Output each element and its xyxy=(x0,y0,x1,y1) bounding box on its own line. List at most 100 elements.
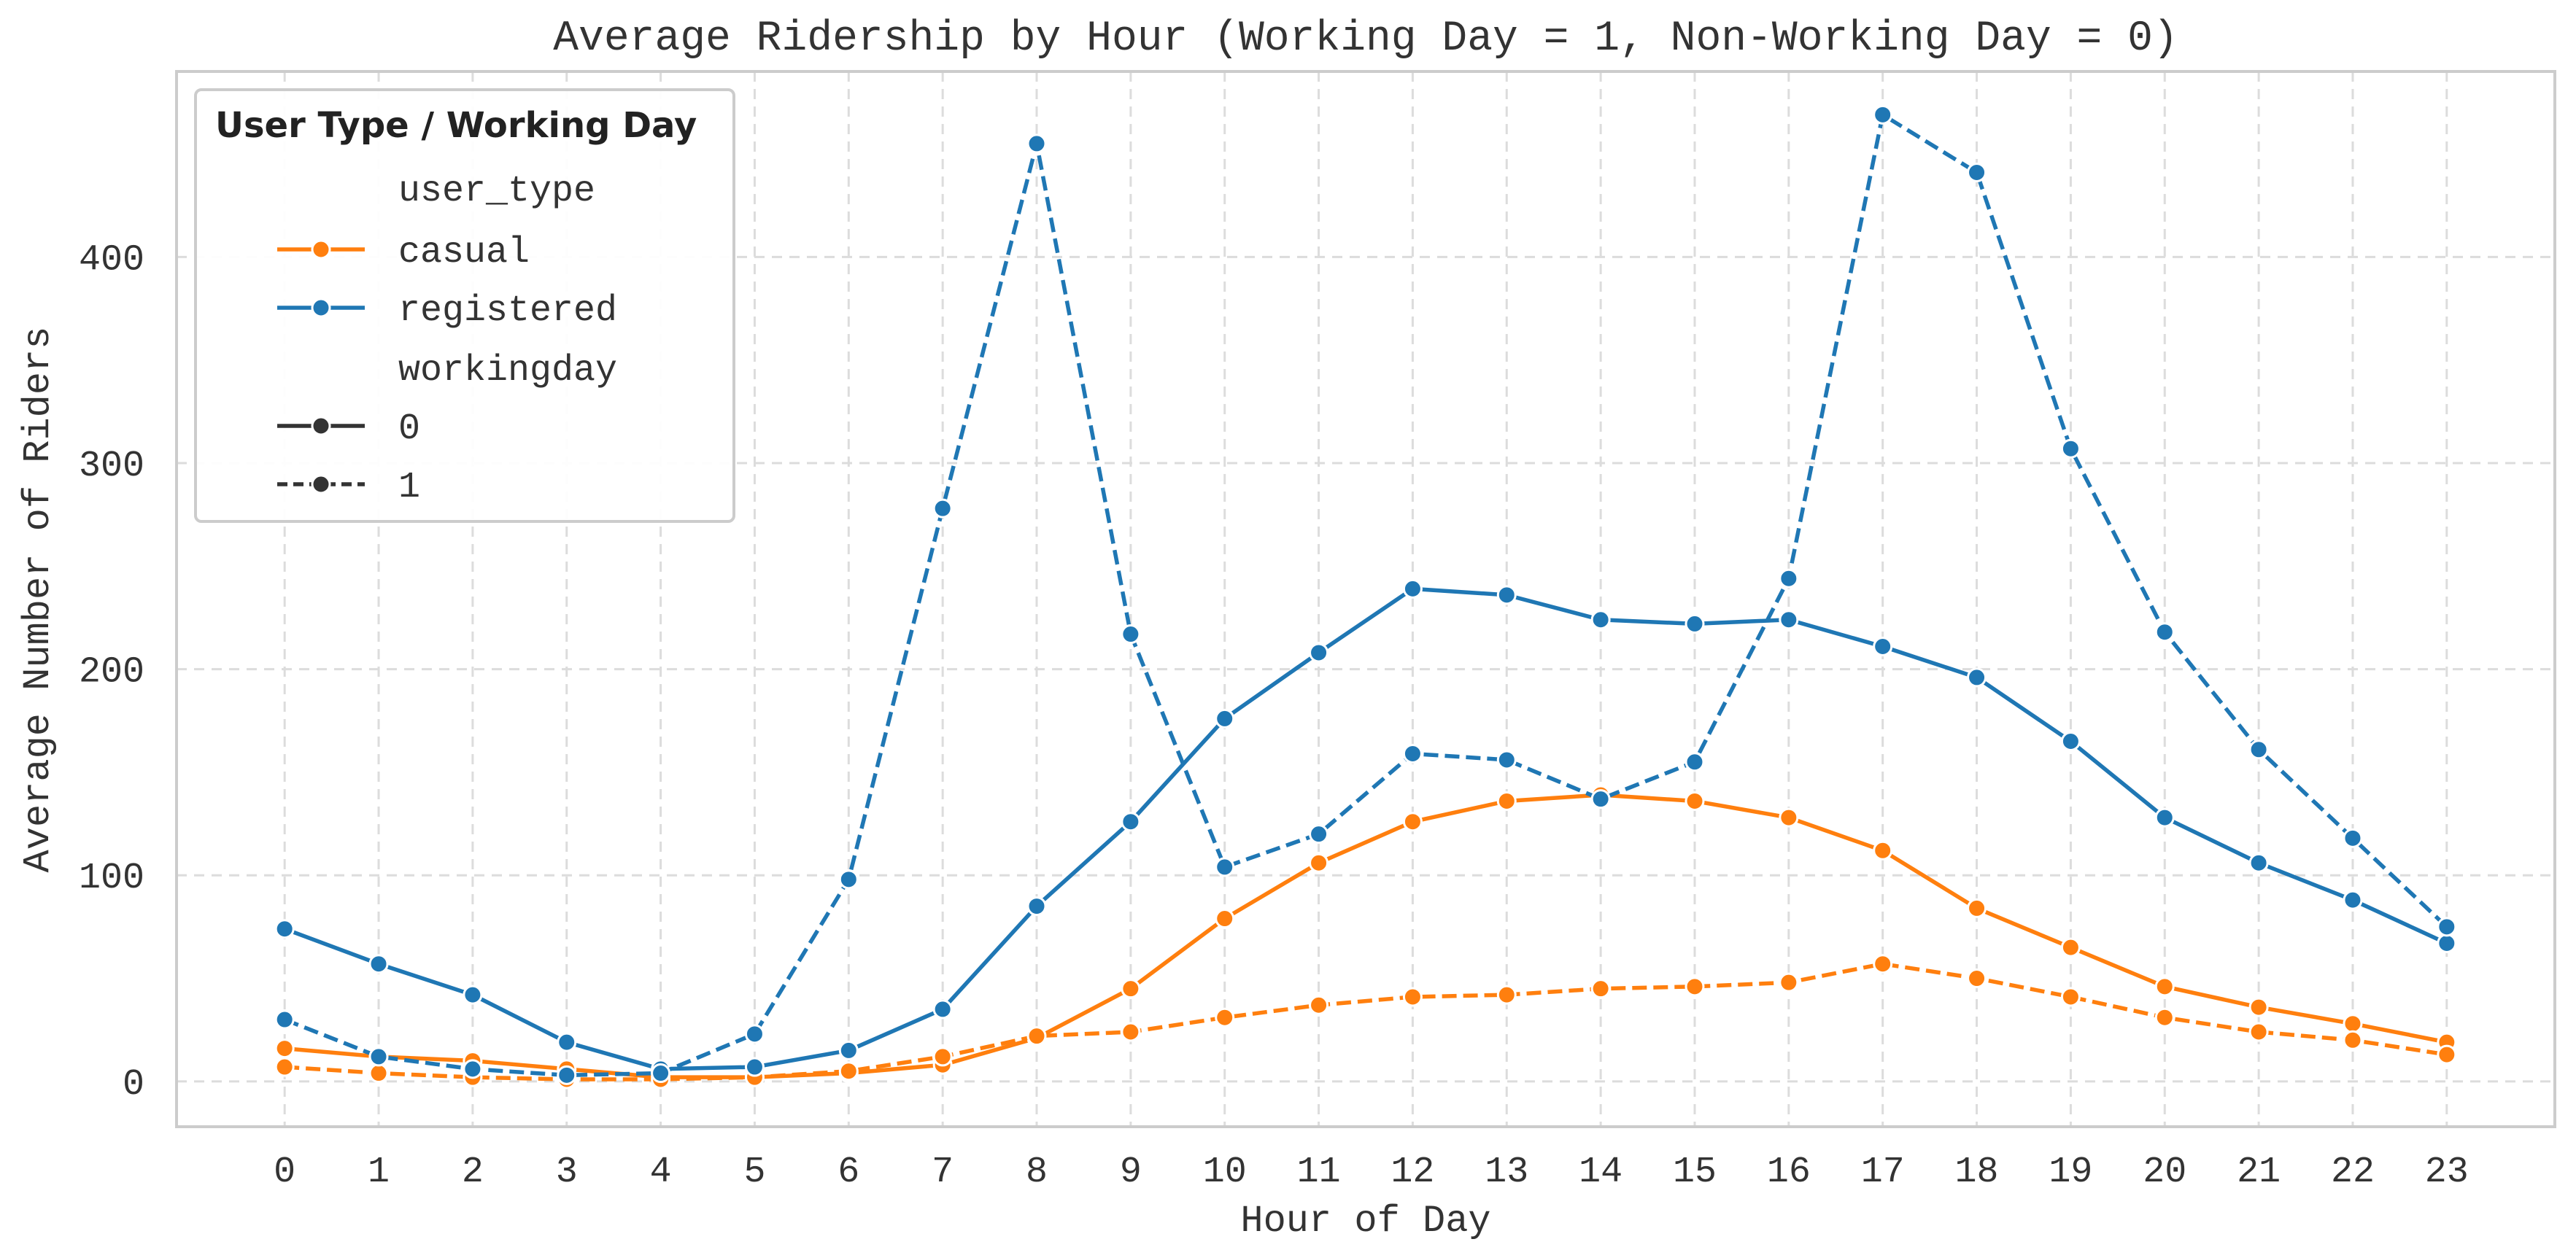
legend-title: User Type / Working Day xyxy=(215,105,697,146)
series-registered-workingday-0 xyxy=(274,578,2457,1079)
x-tick-label: 16 xyxy=(1767,1152,1811,1193)
legend-label-registered: registered xyxy=(398,290,617,332)
x-tick-label: 15 xyxy=(1673,1152,1717,1193)
data-point xyxy=(744,1057,765,1077)
plot-frame xyxy=(175,70,2556,1128)
legend-hue-header: user_type xyxy=(398,171,595,212)
data-point xyxy=(274,919,295,939)
data-point xyxy=(1685,791,1705,811)
data-point xyxy=(1026,1026,1047,1047)
data-point xyxy=(1873,637,1893,657)
data-point xyxy=(1967,667,1987,688)
data-point xyxy=(744,1024,765,1044)
legend-handle-casual xyxy=(277,239,365,260)
legend-marker-sample xyxy=(311,416,331,436)
data-point xyxy=(1402,743,1423,764)
data-point xyxy=(1215,857,1235,877)
data-point xyxy=(1873,840,1893,861)
x-tick-label: 11 xyxy=(1297,1152,1341,1193)
x-tick-label: 9 xyxy=(1120,1152,1142,1193)
chart-title: Average Ridership by Hour (Working Day =… xyxy=(553,15,2178,63)
data-point xyxy=(838,1061,859,1082)
data-point xyxy=(368,1063,389,1084)
x-tick-label: 21 xyxy=(2237,1152,2281,1193)
y-tick-label: 0 xyxy=(123,1064,144,1106)
data-point xyxy=(2437,933,2457,953)
data-point xyxy=(2154,807,2175,828)
x-tick-label: 6 xyxy=(838,1152,859,1193)
series-line xyxy=(284,112,2448,1078)
x-tick-label: 5 xyxy=(743,1152,765,1193)
data-point xyxy=(1309,853,1329,873)
x-tick-label: 14 xyxy=(1579,1152,1622,1193)
x-tick-label: 20 xyxy=(2143,1152,2186,1193)
x-tick-label: 17 xyxy=(1861,1152,1905,1193)
data-point xyxy=(1309,642,1329,663)
data-point xyxy=(1121,812,1141,832)
data-point xyxy=(2343,1014,2363,1034)
data-point xyxy=(274,1009,295,1030)
data-point xyxy=(463,1059,483,1079)
x-tick-label: 8 xyxy=(1026,1152,1048,1193)
x-tick-label: 19 xyxy=(2049,1152,2092,1193)
data-point xyxy=(838,1040,859,1060)
data-point xyxy=(1590,979,1611,999)
x-axis-label: Hour of Day xyxy=(1240,1200,1490,1243)
x-tick-label: 10 xyxy=(1203,1152,1247,1193)
x-tick-label: 12 xyxy=(1391,1152,1434,1193)
data-point xyxy=(1590,789,1611,809)
data-point xyxy=(1121,979,1141,999)
x-tick-label: 3 xyxy=(556,1152,578,1193)
x-tick-label: 18 xyxy=(1955,1152,1999,1193)
data-point xyxy=(2343,828,2363,848)
y-tick-label: 100 xyxy=(79,858,144,899)
data-point xyxy=(1685,613,1705,634)
data-point xyxy=(1590,610,1611,630)
legend-handle-workingday-0 xyxy=(277,416,365,436)
data-point xyxy=(1779,807,1799,828)
legend-label-casual: casual xyxy=(398,232,530,273)
x-tick-label: 2 xyxy=(462,1152,484,1193)
series-line xyxy=(284,586,2448,1071)
data-point xyxy=(2060,731,2081,752)
data-point xyxy=(1873,104,1893,125)
data-point xyxy=(1496,985,1517,1005)
data-point xyxy=(1496,791,1517,811)
y-axis-label: Average Number of Riders xyxy=(17,327,60,873)
data-point xyxy=(651,1063,671,1084)
data-point xyxy=(1873,954,1893,974)
x-tick-label: 7 xyxy=(932,1152,954,1193)
data-point xyxy=(1215,1007,1235,1028)
data-point xyxy=(2060,987,2081,1007)
data-point xyxy=(2248,853,2269,873)
data-point xyxy=(1026,133,1047,154)
data-point xyxy=(2154,1007,2175,1028)
legend-style-header: workingday xyxy=(398,350,617,392)
data-point xyxy=(2154,622,2175,642)
data-point xyxy=(932,999,953,1020)
data-point xyxy=(463,985,483,1005)
data-point xyxy=(274,1038,295,1059)
data-point xyxy=(1402,987,1423,1007)
data-point xyxy=(1967,162,1987,182)
data-point xyxy=(1402,578,1423,599)
y-tick-label: 300 xyxy=(79,446,144,487)
data-point xyxy=(2437,1044,2457,1065)
data-point xyxy=(2343,1030,2363,1050)
data-point xyxy=(274,1057,295,1077)
data-point xyxy=(2154,976,2175,997)
data-point xyxy=(1121,624,1141,645)
legend-label-workingday-1: 1 xyxy=(398,467,420,508)
data-point xyxy=(1685,752,1705,772)
data-point xyxy=(2248,997,2269,1017)
data-point xyxy=(1496,585,1517,605)
data-point xyxy=(1779,610,1799,630)
series-line xyxy=(285,961,2448,1082)
x-tick-label: 23 xyxy=(2425,1152,2469,1193)
data-point xyxy=(1402,812,1423,832)
x-tick-label: 4 xyxy=(650,1152,672,1193)
data-point xyxy=(1967,968,1987,989)
series-registered-workingday-1 xyxy=(274,104,2457,1085)
legend-marker-sample xyxy=(311,298,331,318)
data-point xyxy=(1685,976,1705,997)
